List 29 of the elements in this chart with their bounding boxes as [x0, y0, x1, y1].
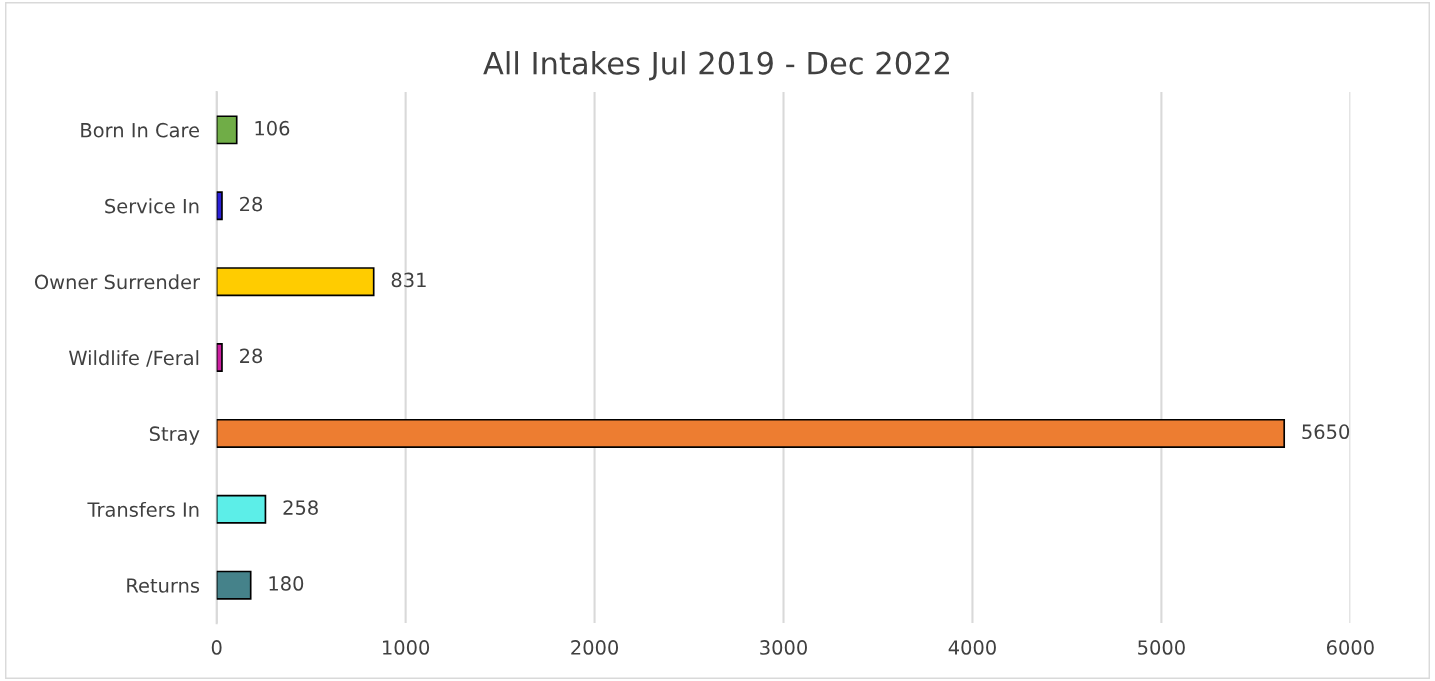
- x-tick-label: 0: [211, 640, 222, 655]
- bar: [216, 343, 223, 373]
- data-label: 180: [269, 576, 304, 591]
- data-label: 831: [391, 272, 426, 288]
- y-tick-label: Transfers In: [87, 501, 199, 517]
- bar: [216, 494, 267, 524]
- x-tick-label: 1000: [383, 640, 430, 655]
- y-tick-label: Wildlife /Feral: [69, 350, 199, 367]
- x-tick-label: 4000: [948, 640, 996, 655]
- y-tick-label: Returns: [127, 578, 200, 593]
- y-tick-label: Owner Surrender: [34, 274, 201, 290]
- x-tick-label: 5000: [1138, 640, 1185, 655]
- bar: [216, 267, 375, 297]
- bar: [216, 570, 252, 600]
- bar: [216, 191, 223, 221]
- y-tick-label: Service In: [105, 198, 199, 214]
- y-tick-label: Stray: [149, 426, 200, 445]
- data-label: 5650: [1302, 424, 1350, 440]
- x-tick-label: 6000: [1326, 640, 1374, 655]
- bar: [216, 115, 238, 145]
- chart-title: All Intakes Jul 2019 - Dec 2022: [483, 51, 949, 81]
- data-label: 106: [255, 120, 290, 136]
- data-label: 28: [240, 348, 263, 364]
- bar: [216, 418, 1286, 448]
- data-label: 28: [240, 196, 263, 212]
- x-tick-label: 3000: [760, 640, 807, 655]
- y-tick-label: Born In Care: [81, 122, 199, 138]
- x-tick-label: 2000: [571, 640, 619, 655]
- data-label: 258: [283, 500, 318, 515]
